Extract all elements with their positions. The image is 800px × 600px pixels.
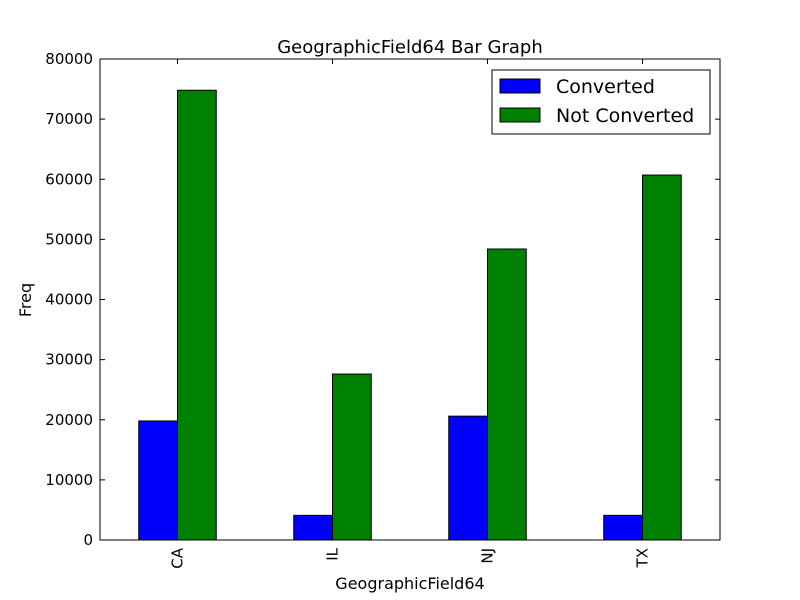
x-tick-label: CA	[169, 547, 187, 568]
x-tick-label: NJ	[479, 548, 497, 564]
y-tick-label: 60000	[45, 170, 93, 188]
y-tick-label: 70000	[45, 110, 93, 128]
y-tick-label: 40000	[45, 291, 93, 309]
legend-swatch-converted	[499, 78, 541, 94]
bar-nj-not-converted	[487, 248, 527, 541]
y-tick-label: 30000	[45, 351, 93, 369]
bar-tx-not-converted	[642, 174, 682, 541]
bar-tx-converted	[603, 514, 643, 541]
bar-ca-converted	[138, 420, 178, 541]
bar-ca-not-converted	[177, 89, 217, 541]
y-tick-label: 80000	[45, 50, 93, 68]
bars-group	[138, 89, 682, 541]
y-tick-label: 10000	[45, 471, 93, 489]
bar-nj-converted	[448, 415, 488, 541]
legend-swatch-not-converted	[499, 107, 541, 123]
plot-frame	[99, 58, 721, 541]
y-tick-label: 20000	[45, 411, 93, 429]
y-axis-label: Freq	[16, 283, 35, 317]
legend-label: Converted	[556, 76, 655, 98]
x-axis-label: GeographicField64	[335, 574, 484, 593]
axis-ticks: CA IL NJ TX 0 10000 20000 30000 40000 50000 60000 7…	[45, 50, 721, 569]
chart-title: GeographicField64 Bar Graph	[277, 37, 543, 58]
legend: Converted Not Converted	[491, 69, 711, 135]
x-tick-label: IL	[324, 547, 342, 560]
bar-il-converted	[293, 514, 333, 541]
y-tick-label: 50000	[45, 230, 93, 248]
x-tick-label: TX	[634, 548, 652, 568]
bar-il-not-converted	[332, 373, 372, 541]
y-tick-label: 0	[83, 531, 93, 549]
legend-label: Not Converted	[556, 105, 694, 127]
